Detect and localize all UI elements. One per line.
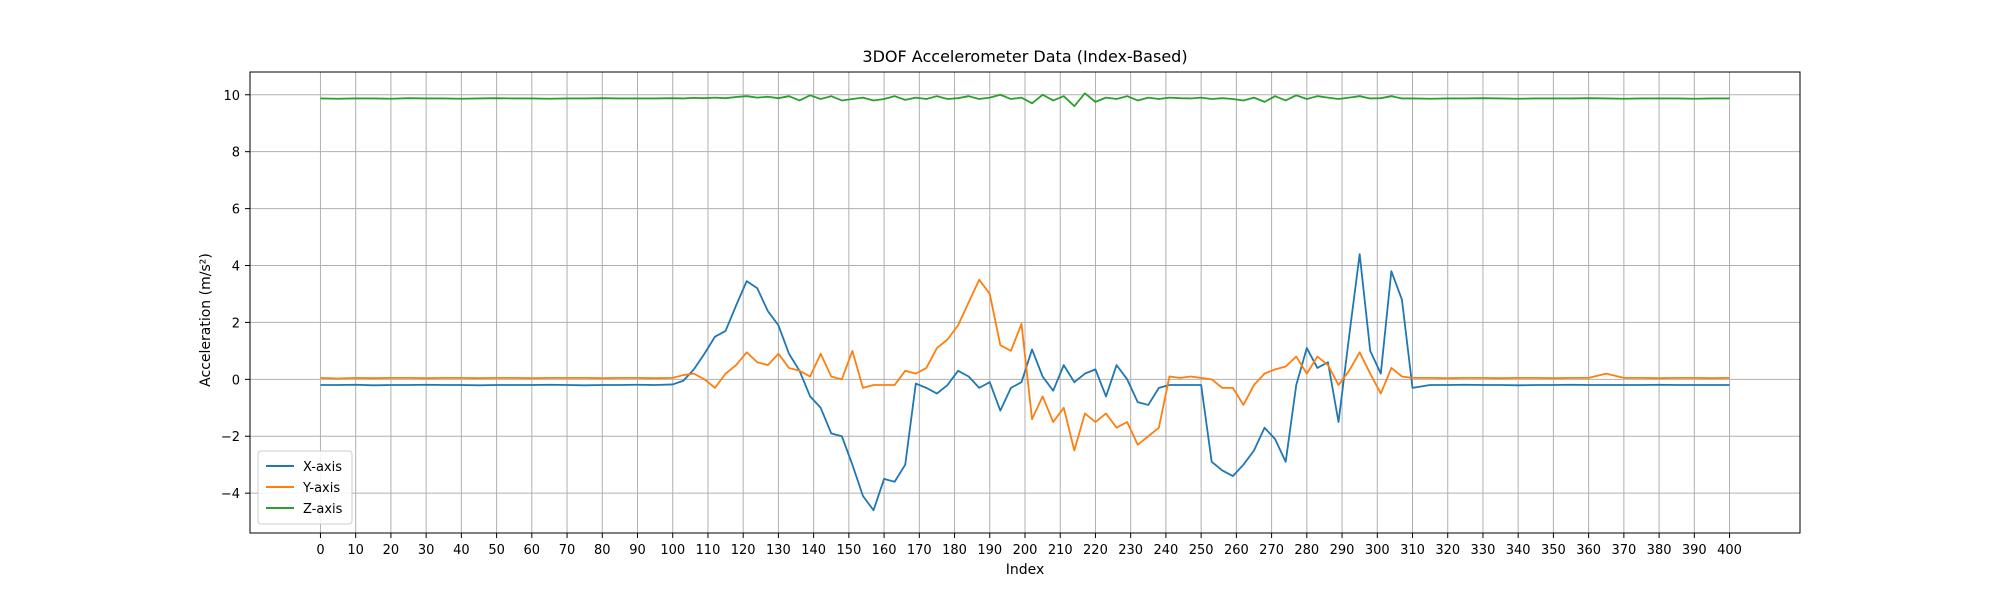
x-tick-label: 200	[1013, 543, 1038, 558]
legend-label-z-axis: Z-axis	[303, 502, 343, 517]
legend-box	[257, 450, 353, 525]
x-tick-label: 130	[766, 543, 791, 558]
legend: X-axis Y-axis Z-axis	[257, 450, 353, 525]
x-tick-label: 370	[1611, 543, 1636, 558]
x-tick-label: 120	[731, 543, 756, 558]
x-tick-label: 310	[1400, 543, 1425, 558]
x-tick-label: 330	[1471, 543, 1496, 558]
x-tick-label: 190	[977, 543, 1002, 558]
x-tick-label: 280	[1294, 543, 1319, 558]
x-axis-title: Index	[1006, 562, 1045, 578]
x-tick-label: 390	[1682, 543, 1707, 558]
x-tick-label: 160	[872, 543, 897, 558]
x-tick-label: 230	[1118, 543, 1143, 558]
x-tick-label: 40	[453, 543, 470, 558]
y-axis-title: Acceleration (m/s²)	[198, 253, 214, 387]
x-tick-label: 70	[559, 543, 576, 558]
x-tick-label: 30	[418, 543, 435, 558]
x-tick-label: 60	[524, 543, 541, 558]
x-tick-label: 180	[942, 543, 967, 558]
y-tick-label: −2	[221, 430, 240, 445]
y-tick-label: 0	[232, 373, 240, 388]
y-tick-label: 10	[223, 89, 240, 104]
x-tick-label: 300	[1365, 543, 1390, 558]
x-tick-label: 110	[696, 543, 721, 558]
x-tick-label: 240	[1153, 543, 1178, 558]
x-tick-label: 100	[660, 543, 685, 558]
y-axis-ticks: −4 −2 0 2 4 6 8 10	[221, 89, 250, 502]
x-tick-label: 290	[1330, 543, 1355, 558]
x-tick-label: 0	[316, 543, 324, 558]
x-tick-label: 170	[907, 543, 932, 558]
x-tick-label: 210	[1048, 543, 1073, 558]
x-tick-label: 140	[801, 543, 826, 558]
x-tick-label: 50	[488, 543, 505, 558]
x-tick-label: 360	[1576, 543, 1601, 558]
x-tick-label: 10	[347, 543, 364, 558]
series-line-x-axis	[320, 253, 1730, 512]
x-axis-ticks: 0 10 20 30 40 50 60 70 80 90 100 110 120 130 140 150 160…	[316, 533, 1742, 558]
series-line-z-axis	[320, 92, 1730, 108]
x-tick-label: 270	[1259, 543, 1284, 558]
x-tick-label: 340	[1506, 543, 1531, 558]
x-tick-label: 150	[836, 543, 861, 558]
y-tick-label: 4	[232, 260, 240, 275]
chart-title: 3DOF Accelerometer Data (Index-Based)	[862, 47, 1187, 66]
x-tick-label: 400	[1717, 543, 1742, 558]
legend-label-y-axis: Y-axis	[302, 481, 340, 496]
x-tick-label: 380	[1647, 543, 1672, 558]
legend-label-x-axis: X-axis	[303, 460, 342, 475]
y-tick-label: 2	[232, 316, 240, 331]
x-tick-label: 90	[629, 543, 646, 558]
x-tick-label: 80	[594, 543, 611, 558]
y-tick-label: −4	[221, 487, 240, 502]
y-tick-label: 8	[232, 146, 240, 161]
x-tick-label: 220	[1083, 543, 1108, 558]
series-line-y-axis	[320, 278, 1730, 452]
x-tick-label: 320	[1435, 543, 1460, 558]
x-tick-label: 260	[1224, 543, 1249, 558]
x-tick-label: 250	[1189, 543, 1214, 558]
y-tick-label: 6	[232, 203, 240, 218]
x-tick-label: 20	[383, 543, 400, 558]
series-lines	[320, 92, 1730, 512]
x-tick-label: 350	[1541, 543, 1566, 558]
grid-lines	[250, 72, 1800, 533]
